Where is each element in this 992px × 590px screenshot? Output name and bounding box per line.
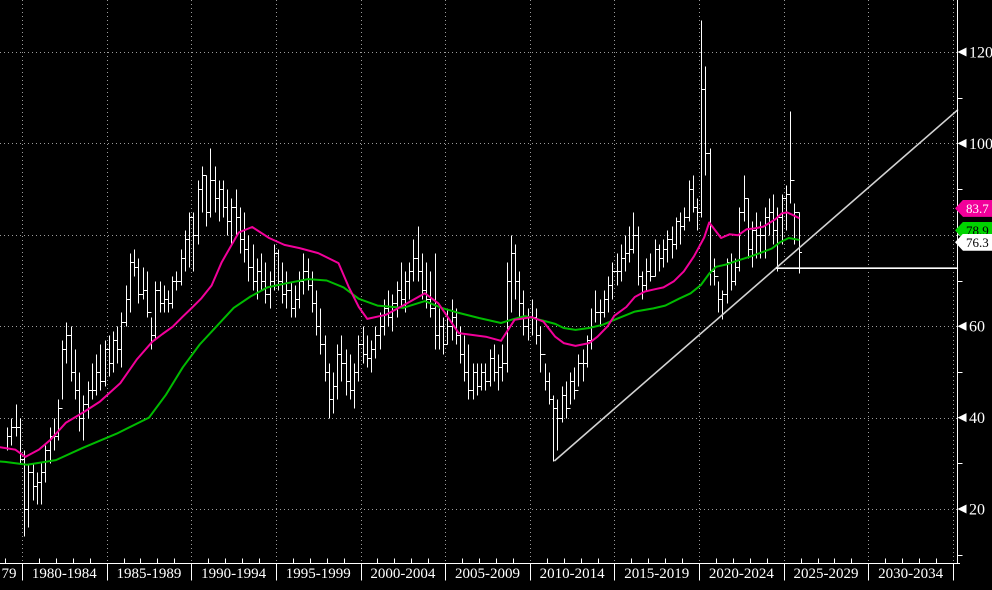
- x-axis-tick-label: 1985-1989: [116, 566, 181, 582]
- y-axis-tick-label: 120: [969, 45, 992, 62]
- y-tick-arrow-icon: [957, 413, 967, 423]
- x-axis-tick-label: 79: [2, 566, 17, 582]
- x-axis-tick-label: 2025-2029: [794, 566, 859, 582]
- x-axis-tick-label: 2000-2004: [370, 566, 435, 582]
- trendlines: [553, 108, 959, 462]
- y-tick-arrow-icon: [957, 504, 967, 514]
- x-axis-tick-label: 1990-1994: [201, 566, 266, 582]
- x-axis-tick-label: 2030-2034: [878, 566, 943, 582]
- y-axis-tick-label: 100: [969, 136, 992, 153]
- x-axis-tick-label: 1980-1984: [32, 566, 97, 582]
- y-axis-tick-label: 60: [969, 319, 985, 336]
- y-tick-arrow-icon: [957, 47, 967, 57]
- ma-slow-line: [0, 237, 800, 466]
- price-tag-ma-fast: 83.7: [955, 199, 992, 217]
- x-axis-tick-label: 2010-2014: [540, 566, 605, 582]
- y-tick-arrow-icon: [957, 138, 967, 148]
- y-axis-tick-label: 20: [969, 502, 985, 519]
- y-axis-tick-label: 40: [969, 410, 985, 427]
- x-axis-tick-label: 1995-1999: [286, 566, 351, 582]
- y-tick-arrow-icon: [957, 321, 967, 331]
- y-axis-labels: 20406080100120: [957, 45, 992, 556]
- x-axis-tick-label: 2015-2019: [624, 566, 689, 582]
- ohlc-bars: [7, 20, 802, 537]
- ma-fast-line: [0, 211, 800, 458]
- x-axis-tick-label: 2005-2009: [455, 566, 520, 582]
- rising-support-line: [553, 108, 959, 462]
- x-axis-labels: 79 1980-1984 1985-1989 1990-1994 1995-1999 20…: [2, 558, 954, 582]
- price-tag-last-price: 76.3: [955, 233, 992, 251]
- x-axis-tick-label: 2020-2024: [709, 566, 774, 582]
